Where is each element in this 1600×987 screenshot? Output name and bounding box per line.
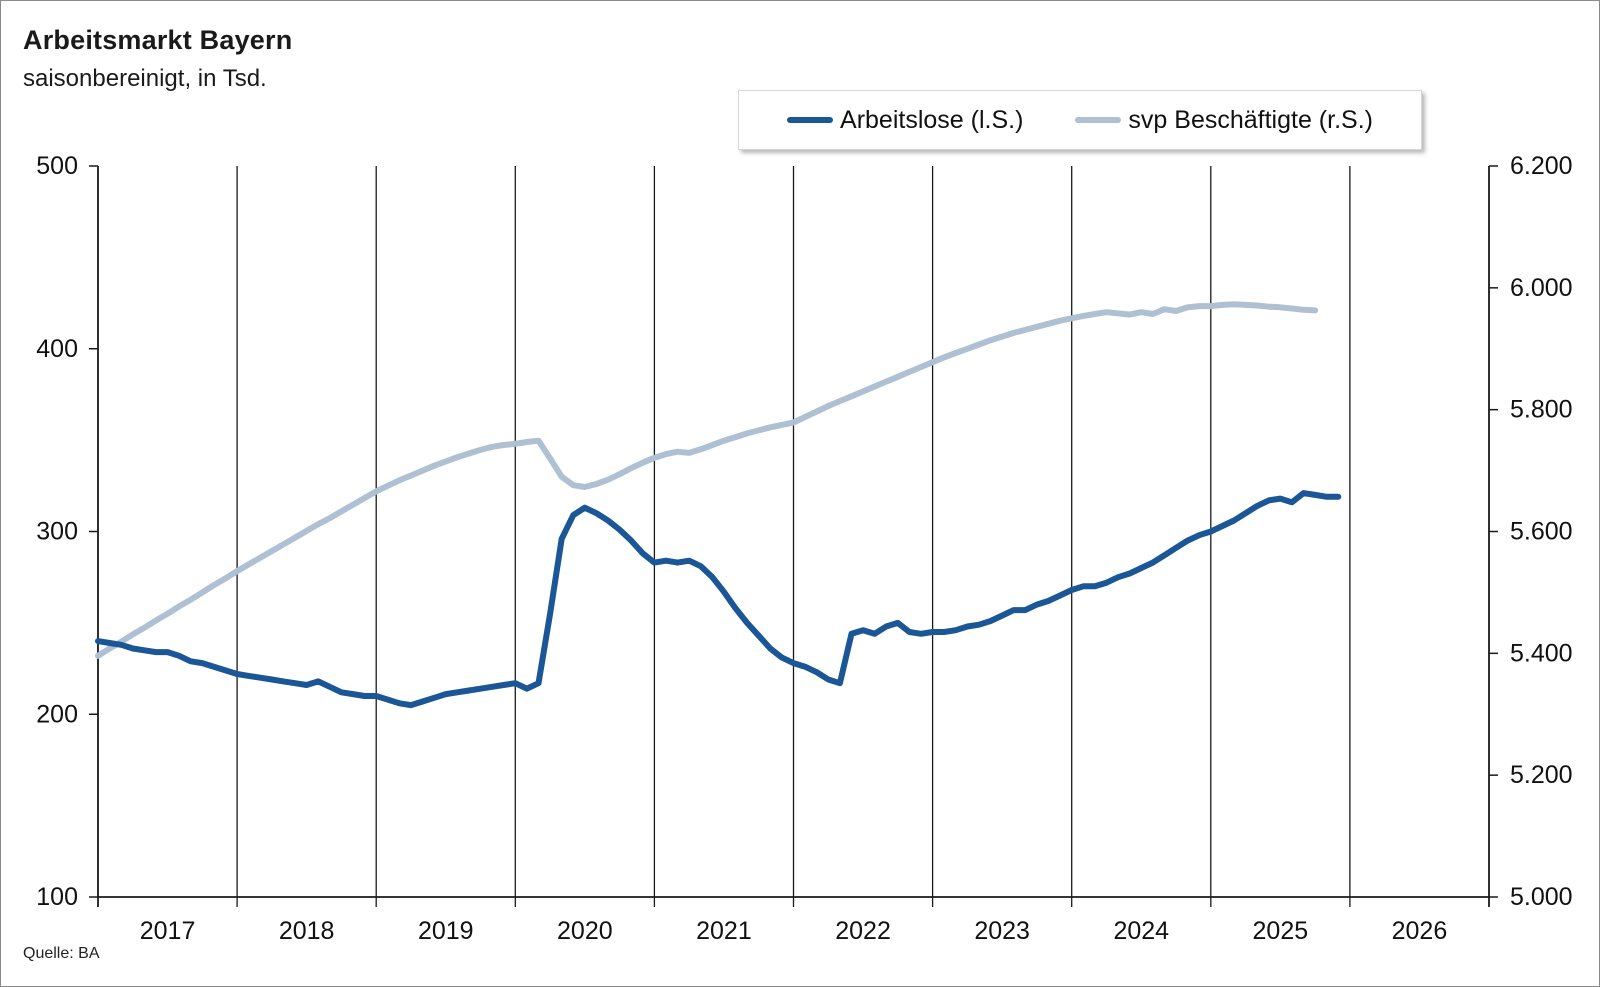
y-axis-right-labels: 6.200 6.000 5.800 5.600 5.400 5.200 5.000 [1510, 152, 1573, 911]
y-right-label: 5.600 [1510, 518, 1573, 546]
x-axis-label-2020: 2020 [557, 917, 613, 945]
x-gridlines [97, 166, 1490, 907]
x-axis-label-2024: 2024 [1113, 917, 1169, 945]
y-right-label: 5.800 [1510, 396, 1573, 424]
legend-item-arbeitslose: Arbeitslose (l.S.) [787, 106, 1023, 135]
chart-title: Arbeitsmarkt Bayern [23, 25, 293, 55]
y-right-label: 5.200 [1510, 761, 1573, 789]
chart-subtitle: saisonbereinigt, in Tsd. [23, 65, 267, 92]
y-left-label: 500 [36, 152, 78, 180]
y-right-label: 5.000 [1510, 883, 1573, 911]
x-axis-label-2018: 2018 [279, 917, 335, 945]
x-axis-label-2022: 2022 [835, 917, 891, 945]
y-right-label: 5.400 [1510, 639, 1573, 667]
svp-beschaeftigte-line-swatch [1075, 117, 1122, 123]
x-axis-label-2017: 2017 [140, 917, 196, 945]
y-left-label: 200 [36, 700, 78, 728]
legend-item-svp-beschaeftigte: svp Beschäftigte (r.S.) [1075, 106, 1373, 135]
y-left-label: 300 [36, 518, 78, 546]
x-axis-label-2025: 2025 [1253, 917, 1309, 945]
source-note: Quelle: BA [23, 945, 100, 962]
series-line-svp-beschaeftigte [95, 301, 1319, 659]
series-line-arbeitslose [95, 490, 1342, 709]
y-left-label: 100 [36, 883, 78, 911]
y-right-label: 6.000 [1510, 274, 1573, 302]
x-axis-label-2021: 2021 [696, 917, 752, 945]
legend-label-svp-beschaeftigte: svp Beschäftigte (r.S.) [1128, 105, 1373, 134]
legend-label-arbeitslose: Arbeitslose (l.S.) [840, 105, 1024, 134]
x-axis-year-labels: 2017 2018 2019 2020 2021 2022 2023 2024 2025 2026 [140, 917, 1448, 945]
y-left-label: 400 [36, 335, 78, 363]
x-axis-label-2023: 2023 [974, 917, 1030, 945]
x-axis-label-2026: 2026 [1392, 917, 1448, 945]
axis-tick-marks [89, 165, 1498, 898]
arbeitslose-line-swatch [787, 117, 834, 123]
y-axis-left-labels: 500 400 300 200 100 [36, 152, 78, 911]
legend: Arbeitslose (l.S.) svp Beschäftigte (r.S… [738, 90, 1422, 150]
x-axis-label-2019: 2019 [418, 917, 474, 945]
y-right-label: 6.200 [1510, 152, 1573, 180]
